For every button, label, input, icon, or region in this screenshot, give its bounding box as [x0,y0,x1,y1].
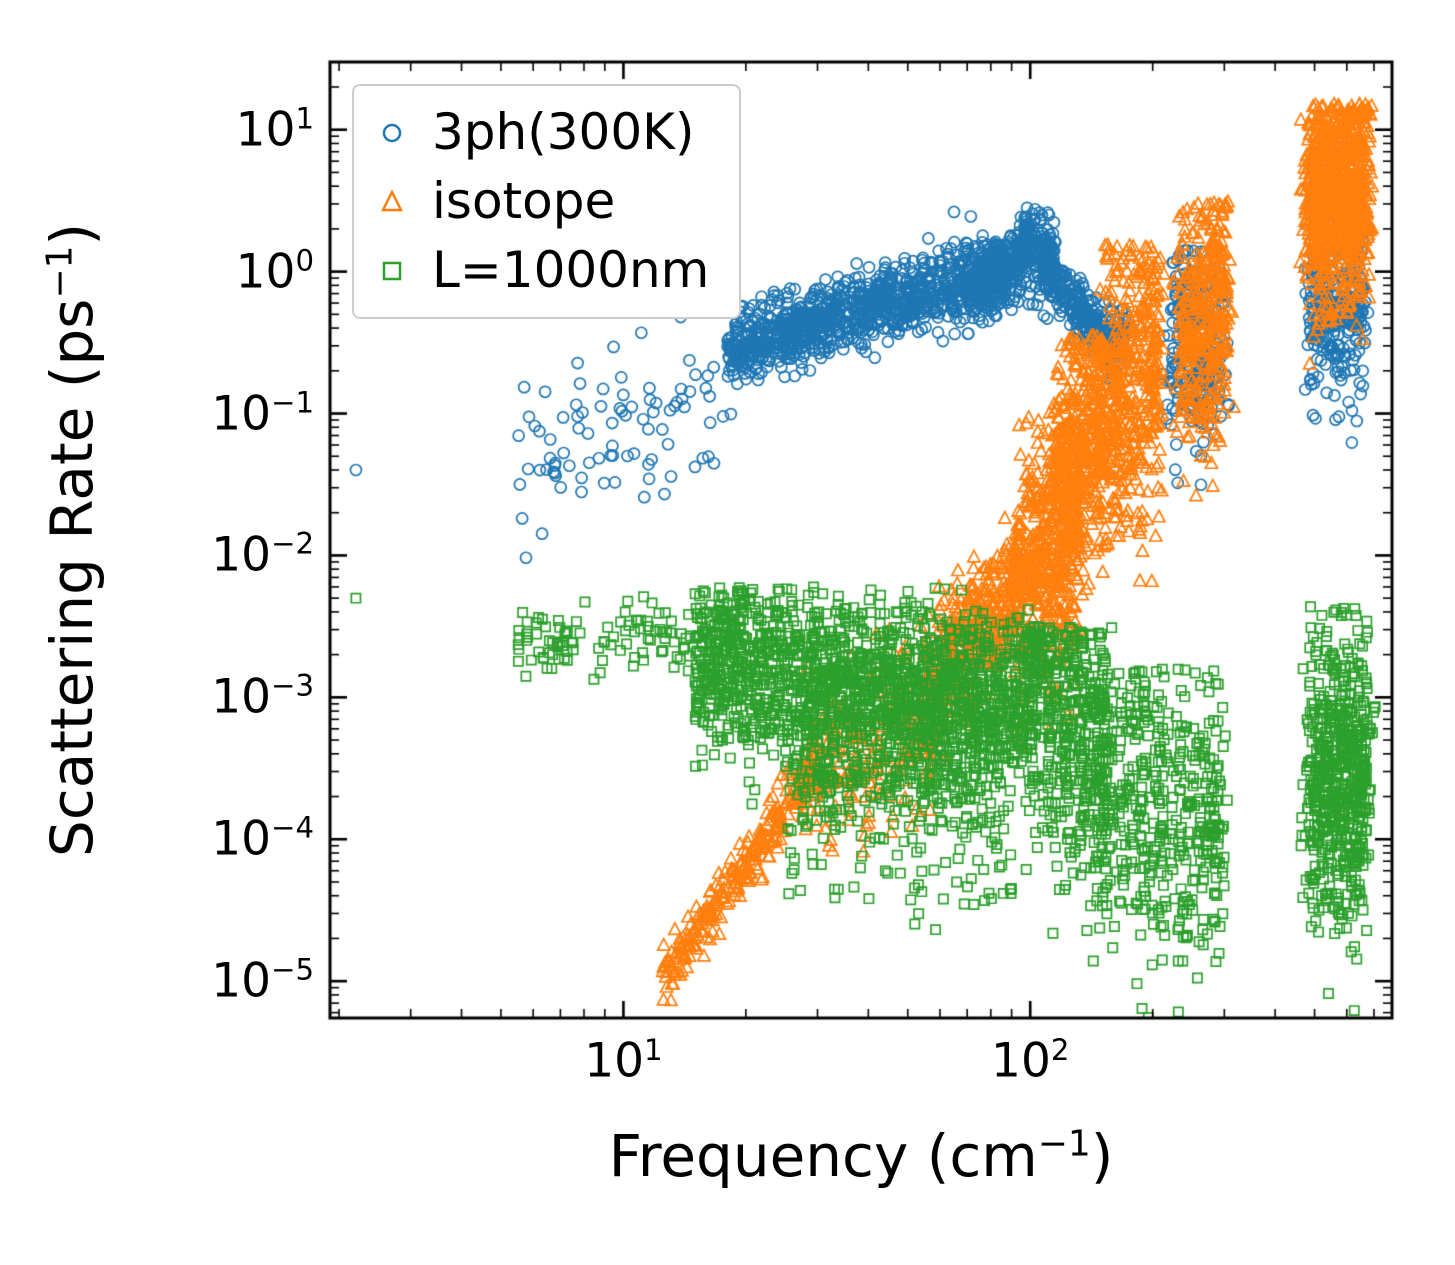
circle-marker-icon [382,123,402,142]
triangle-marker-icon [380,188,404,211]
y-tick-label: 10−4 [211,810,314,867]
legend-item-3ph: 3ph(300K) [372,100,709,165]
legend-item-isotope: isotope [372,169,709,234]
y-tick-label: 10−1 [211,385,314,441]
square-marker-icon [382,261,402,280]
legend-label: L=1000nm [432,241,710,299]
y-tick-label: 10−2 [211,527,314,583]
x-tick-label: 102 [991,1033,1070,1089]
legend-label: isotope [432,172,616,230]
legend-item-L1000nm: L=1000nm [372,238,709,303]
y-tick-label: 100 [235,243,314,299]
legend-label: 3ph(300K) [432,103,695,161]
y-tick-label: 10−5 [211,952,314,1009]
y-tick-label: 101 [235,101,314,158]
x-axis-label: Frequency (cm−1) [608,1122,1114,1190]
x-tick-label: 101 [584,1033,663,1089]
legend: 3ph(300K) isotope L=1000nm [352,84,742,319]
y-tick-label: 10−3 [211,669,314,725]
y-axis-label: Scattering Rate (ps−1) [38,222,106,858]
